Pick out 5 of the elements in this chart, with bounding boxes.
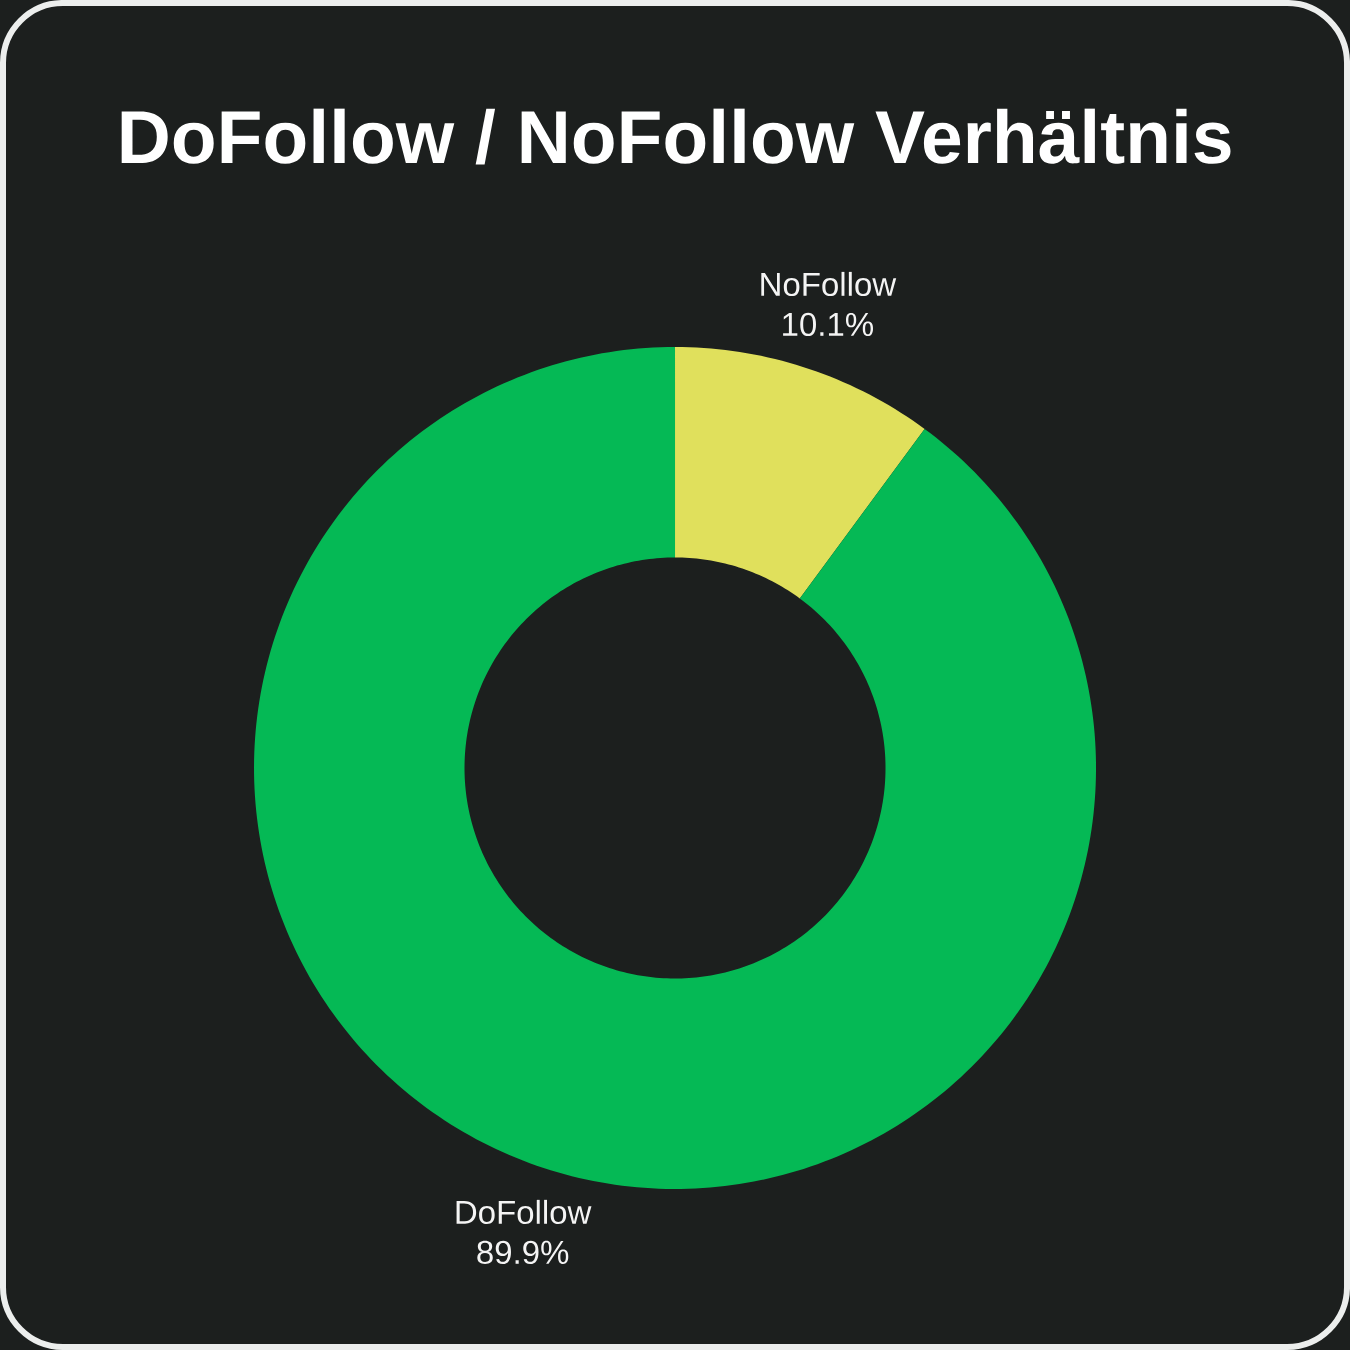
data-label: 89.9% [477, 1240, 569, 1265]
data-label: 10.1% [783, 312, 874, 337]
chart-title: DoFollow / NoFollow Verhältnis [121, 108, 1231, 165]
slice-label: NoFollow [761, 271, 897, 297]
slice-label: DoFollow [456, 1199, 592, 1225]
